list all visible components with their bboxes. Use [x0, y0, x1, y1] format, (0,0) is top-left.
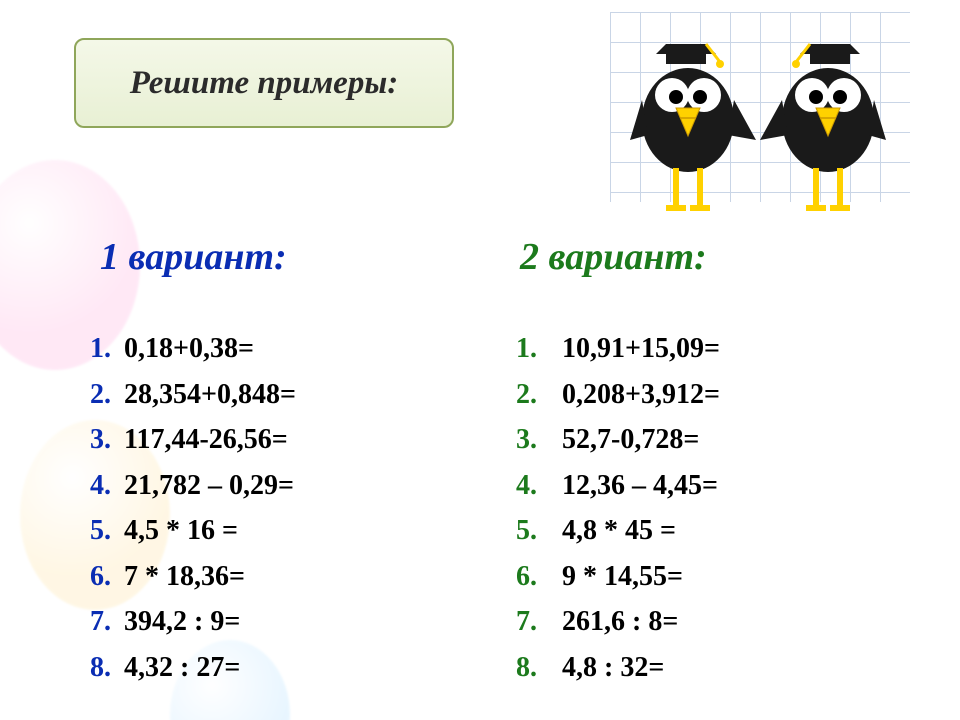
- item-number: 8.: [516, 654, 560, 682]
- list-item: 5.4,8 * 45 =: [516, 517, 916, 545]
- item-expression: 12,36 – 4,45=: [562, 472, 718, 500]
- item-number: 6.: [516, 563, 560, 591]
- item-number: 1.: [516, 335, 560, 363]
- item-number: 4.: [516, 472, 560, 500]
- title-box: Решите примеры:: [74, 38, 454, 128]
- item-number: 3.: [90, 426, 124, 454]
- list-item: 7.261,6 : 8=: [516, 608, 916, 636]
- list-item: 7.394,2 : 9=: [90, 608, 490, 636]
- item-number: 3.: [516, 426, 560, 454]
- list-item: 8.4,8 : 32=: [516, 654, 916, 682]
- list-item: 2.0,208+3,912=: [516, 381, 916, 409]
- variant1-list: 1.0,18+0,38= 2.28,354+0,848= 3.117,44-26…: [90, 335, 490, 699]
- list-item: 5.4,5 * 16 =: [90, 517, 490, 545]
- item-expression: 261,6 : 8=: [562, 608, 678, 636]
- item-expression: 394,2 : 9=: [124, 608, 240, 636]
- title-text: Решите примеры:: [130, 65, 398, 102]
- list-item: 2.28,354+0,848=: [90, 381, 490, 409]
- item-expression: 28,354+0,848=: [124, 381, 296, 409]
- item-number: 5.: [90, 517, 124, 545]
- item-number: 2.: [516, 381, 560, 409]
- item-expression: 9 * 14,55=: [562, 563, 683, 591]
- item-expression: 4,32 : 27=: [124, 654, 240, 682]
- list-item: 8.4,32 : 27=: [90, 654, 490, 682]
- list-item: 1.10,91+15,09=: [516, 335, 916, 363]
- item-number: 7.: [516, 608, 560, 636]
- item-expression: 4,8 * 45 =: [562, 517, 676, 545]
- list-item: 6.7 * 18,36=: [90, 563, 490, 591]
- list-item: 3.117,44-26,56=: [90, 426, 490, 454]
- variant2-list: 1.10,91+15,09= 2.0,208+3,912= 3.52,7-0,7…: [516, 335, 916, 699]
- item-number: 7.: [90, 608, 124, 636]
- list-item: 4.12,36 – 4,45=: [516, 472, 916, 500]
- item-expression: 4,5 * 16 =: [124, 517, 238, 545]
- variant1-title: 1 вариант:: [100, 235, 287, 279]
- item-expression: 52,7-0,728=: [562, 426, 699, 454]
- slide: Решите примеры:: [0, 0, 960, 720]
- item-number: 8.: [90, 654, 124, 682]
- list-item: 4.21,782 – 0,29=: [90, 472, 490, 500]
- variant2-title: 2 вариант:: [520, 235, 707, 279]
- item-number: 4.: [90, 472, 124, 500]
- crow-icon: [758, 40, 888, 220]
- item-expression: 117,44-26,56=: [124, 426, 288, 454]
- list-item: 1.0,18+0,38=: [90, 335, 490, 363]
- list-item: 3.52,7-0,728=: [516, 426, 916, 454]
- item-number: 2.: [90, 381, 124, 409]
- item-expression: 10,91+15,09=: [562, 335, 720, 363]
- list-item: 6.9 * 14,55=: [516, 563, 916, 591]
- item-expression: 21,782 – 0,29=: [124, 472, 294, 500]
- crow-icon: [628, 40, 758, 220]
- item-number: 1.: [90, 335, 124, 363]
- item-expression: 0,18+0,38=: [124, 335, 254, 363]
- item-expression: 0,208+3,912=: [562, 381, 720, 409]
- item-expression: 7 * 18,36=: [124, 563, 245, 591]
- item-expression: 4,8 : 32=: [562, 654, 664, 682]
- item-number: 6.: [90, 563, 124, 591]
- crows-illustration: [610, 12, 910, 232]
- item-number: 5.: [516, 517, 560, 545]
